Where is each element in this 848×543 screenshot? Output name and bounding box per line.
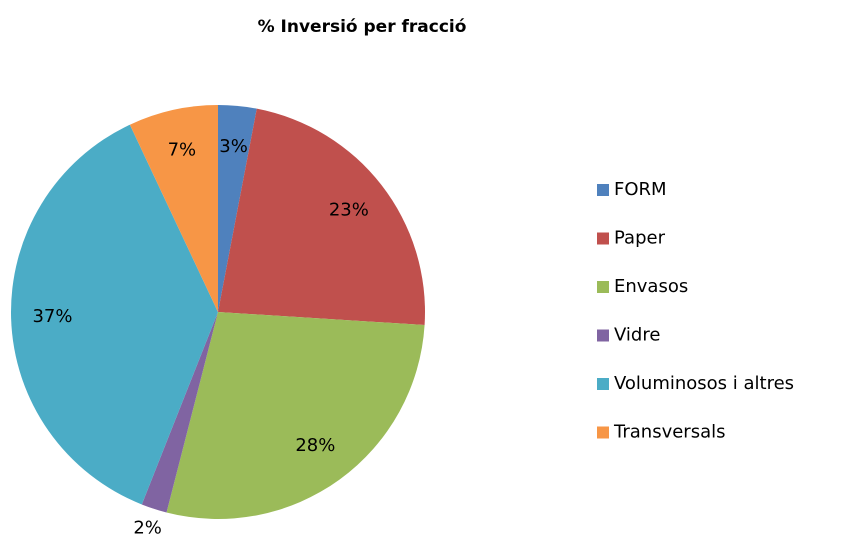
data-label: 23% xyxy=(329,200,369,221)
legend-label: Paper xyxy=(614,228,666,249)
legend-label: Transversals xyxy=(613,422,725,443)
pie-slice xyxy=(141,312,218,513)
legend-swatch xyxy=(597,281,609,293)
data-label: 37% xyxy=(32,306,72,327)
legend-label: Envasos xyxy=(614,276,688,297)
pie-slice xyxy=(129,105,218,312)
data-label: 2% xyxy=(133,518,162,539)
pie-slice xyxy=(218,108,425,325)
pie-slice xyxy=(218,105,257,312)
pie-slice xyxy=(166,312,425,519)
legend-label: FORM xyxy=(614,179,667,200)
data-label: 28% xyxy=(295,435,335,456)
legend-swatch xyxy=(597,329,609,342)
legend-swatch xyxy=(597,378,609,390)
chart-title: % Inversió per fracció xyxy=(258,17,467,37)
data-label: 7% xyxy=(168,139,197,160)
data-label: 3% xyxy=(219,136,248,157)
legend-swatch xyxy=(597,184,609,196)
legend-label: Voluminosos i altres xyxy=(614,373,794,394)
legend-swatch xyxy=(597,232,609,245)
legend-label: Vidre xyxy=(614,325,660,346)
legend-swatch xyxy=(597,426,609,439)
pie-slice xyxy=(11,124,218,505)
